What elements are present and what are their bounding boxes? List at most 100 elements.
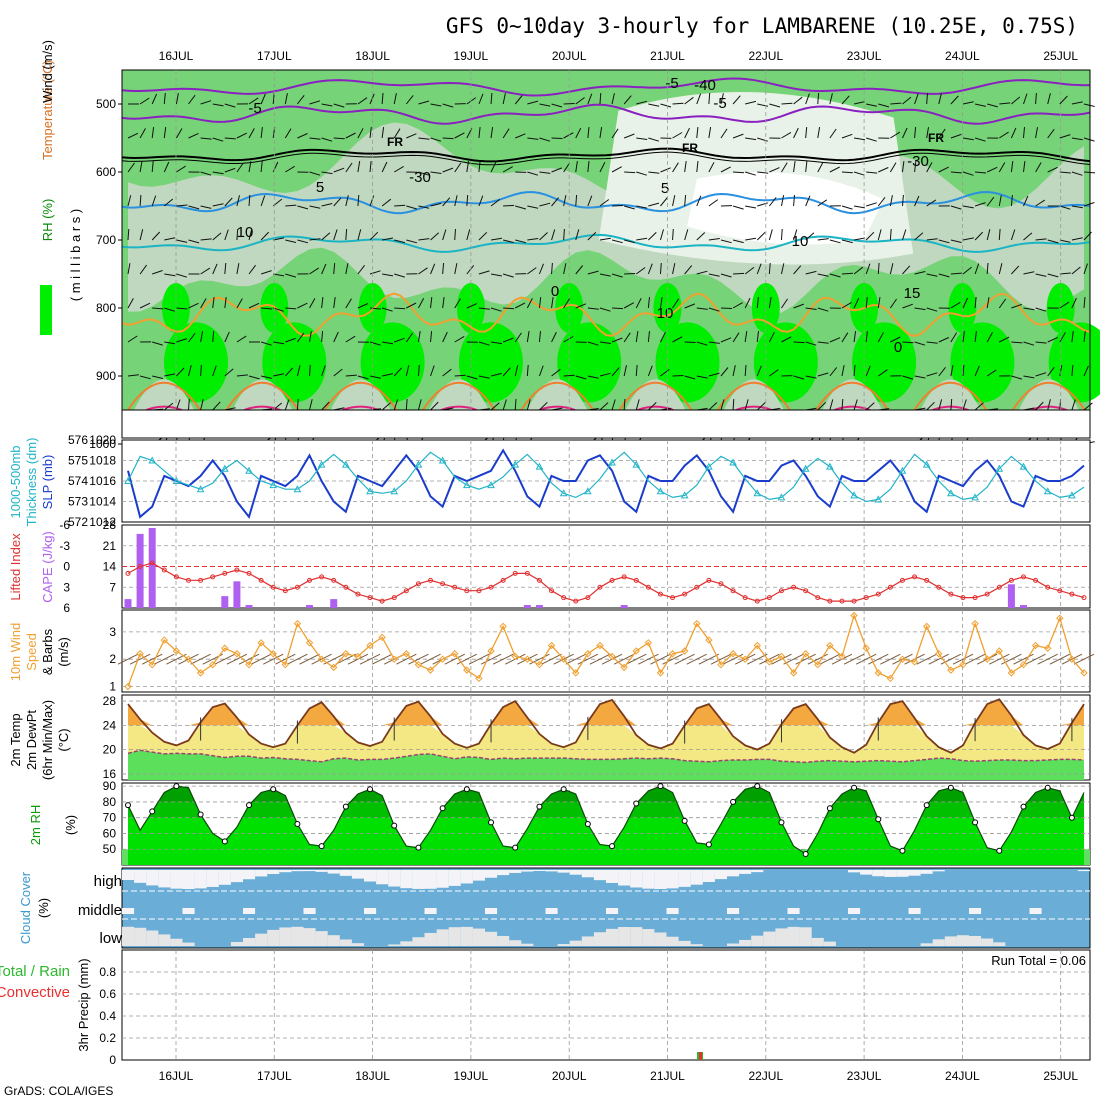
rh2m-point [899,847,906,854]
temp-label-3: (6hr Min/Max) [40,700,55,780]
wind-barb [514,365,519,377]
slp-ytick: 1018 [89,454,116,468]
wind-barb [369,375,381,379]
wind-barb [684,341,696,343]
thickness-point [293,485,302,493]
temp-ytick: 16 [103,767,117,781]
wind-barb [539,202,551,207]
wind-barb [284,367,294,377]
wind-barb [175,399,181,411]
wind-barb [321,401,330,411]
precip-conv-label: Convective [0,984,70,1001]
wind-barb [636,171,647,176]
temp-labels: 2m Temp 2m DewPt (6hr Min/Max) (°C) [8,700,71,780]
lifted-index-point [609,577,615,583]
wind-barb [454,162,462,173]
wind-barb [696,341,708,346]
top-date-label: 25JUL [1043,49,1078,63]
cloud-high-bar [654,870,667,889]
cape-bar [1007,584,1015,608]
slp-ytick: 1016 [89,474,116,488]
wind-barb [647,365,653,377]
cloud-low-bar [678,940,691,946]
rh2m-point [681,817,688,824]
contour-label: -30 [409,169,431,186]
wind-barb [817,127,821,139]
wind-barb [635,364,638,377]
upper-labels: RH (%) Temperature (°C) Wind (m/s) ( m i… [40,40,83,301]
wind-barb [768,297,772,309]
wind-barb [127,162,135,173]
wind-barb [1083,365,1089,377]
cloud-low-bar [727,943,740,946]
wind-barb [151,127,155,139]
wind-barb [212,330,215,343]
wind-barb [200,331,204,343]
rh2m-point [584,821,591,827]
wind-barb [417,399,422,411]
wind-barb [865,365,871,377]
lifted-index-point [307,577,313,583]
wind10-barb [710,653,732,665]
wind-barb [659,229,664,241]
wind-barb [309,267,319,275]
wind-barb [321,203,333,207]
wind-barb [260,160,263,173]
wind-barb [442,167,454,173]
wind-barb [708,341,720,344]
cloud-low-bar [327,935,340,946]
wind10-point [1007,669,1016,677]
wind-barb [382,237,394,241]
wind-barb [127,263,131,275]
wind-barb [587,127,590,139]
wind-barb [212,203,224,207]
wind10-point [789,669,798,677]
wind10-barb [480,653,502,665]
wind-barb [950,133,962,139]
wind-barb [490,161,497,173]
wind10-point [971,619,979,628]
cloud-low-bar [315,931,328,946]
cloud-high-bar [279,870,292,873]
wind-barb [345,335,356,343]
contour-label: 15 [904,285,921,302]
top-date-label: 23JUL [847,49,882,63]
wind-barb [817,199,828,207]
thickness-point [874,495,883,503]
wind-barb [1047,128,1055,139]
wind-barb [417,331,421,343]
wind-barb [164,341,176,345]
wind-barb [1010,127,1017,139]
isotherm-freezing [121,147,1091,163]
wind10-barb [529,653,550,665]
wind-barb [127,374,139,377]
wind-barb [841,239,853,244]
wind10-point [886,674,895,683]
cloud-middle-bar [424,908,437,914]
isotherm-freezing-double [121,151,1091,166]
cloud-low-bar [981,938,994,946]
top-date-label: 19JUL [454,49,489,63]
wind-barb [744,331,748,343]
wind-barb [563,195,567,207]
wind-barb [817,401,827,411]
wind-barb [793,194,795,207]
isotherm-20-lobe [716,382,791,411]
wind-barb [684,127,690,139]
thickness-ytick: 575 [68,454,88,468]
wind-barb [127,195,132,207]
cape-bar [148,527,156,608]
wind-barb [369,270,381,275]
cloud-low-bar [593,932,606,946]
wind-barb [442,137,454,140]
wind-barb [684,161,687,173]
rh2m-point [1068,814,1075,821]
cloud-high-bar [666,870,679,889]
wind-barb [394,204,406,207]
wind-barb [696,270,708,275]
wind10-point [523,655,532,663]
wind-barb [950,365,954,377]
thickness-ytick: 572 [68,515,88,529]
wind10-label-1: 10m Wind [8,623,23,682]
temp-hot-fill [128,699,1084,726]
